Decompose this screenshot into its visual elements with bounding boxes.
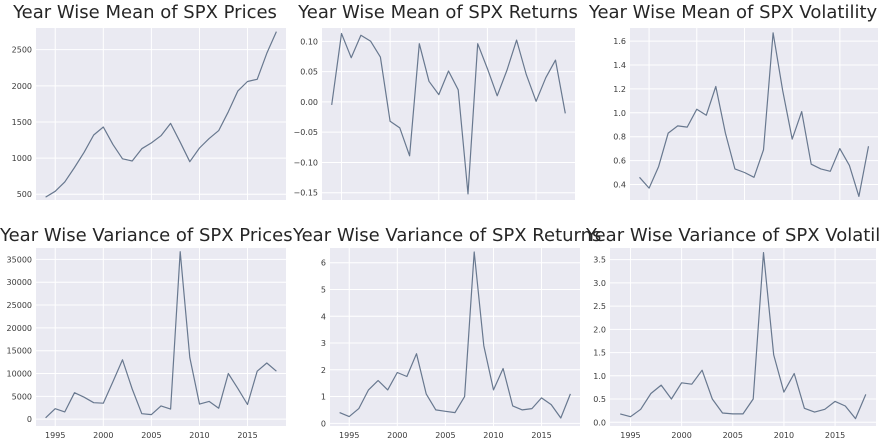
x-tick-label: 2010 (189, 431, 209, 440)
x-tick-label: 2000 (387, 431, 407, 440)
y-tick-label: 2.5 (593, 302, 606, 311)
x-tick-label: 2015 (237, 431, 257, 440)
chart-title: Year Wise Mean of SPX Volatility (588, 2, 878, 23)
y-tick-label: 35000 (7, 255, 32, 264)
y-tick-label: 0.05 (300, 68, 318, 77)
y-tick-label: 4 (321, 312, 326, 321)
chart-panel-variance-prices: Year Wise Variance of SPX Prices 0 5000 10… (0, 223, 293, 446)
y-tick-label: 3.5 (593, 256, 606, 265)
chart-title: Year Wise Mean of SPX Returns (298, 2, 578, 23)
x-tick-label: 2015 (825, 431, 845, 440)
series-line (339, 251, 571, 419)
y-tick-label: 500 (17, 190, 32, 199)
y-tick-label: 0.00 (300, 98, 318, 107)
y-tick-label: 0.8 (613, 133, 626, 142)
y-tick-label: −0.10 (293, 158, 318, 167)
y-tick-label: 1500 (12, 118, 32, 127)
y-tick-label: 15000 (7, 347, 32, 356)
y-tick-label: 2 (321, 366, 326, 375)
y-tick-label: 6 (321, 259, 326, 268)
y-tick-label: 0.0 (593, 418, 606, 427)
x-tick-label: 2005 (723, 431, 743, 440)
y-tick-label: 2.0 (593, 325, 606, 334)
chart-plot: 0.4 0.6 0.8 1.0 1.2 1.4 1.6 (613, 28, 878, 200)
chart-title: Year Wise Mean of SPX Prices (13, 2, 277, 23)
x-tick-label: 1995 (45, 431, 65, 440)
chart-panel-variance-volatility: Year Wise Variance of SPX Volatility 0.0… (586, 223, 880, 446)
series-line (639, 32, 870, 197)
y-tick-label: 0.6 (613, 157, 626, 166)
y-tick-label: 1 (321, 393, 326, 402)
chart-panel-mean-returns: Year Wise Mean of SPX Returns −0.15 −0.10… (293, 0, 583, 223)
plot-background (322, 28, 575, 200)
chart-panel-mean-volatility: Year Wise Mean of SPX Volatility 0.4 0.6 0… (586, 0, 880, 223)
y-tick-label: −0.05 (293, 128, 318, 137)
y-tick-label: 2500 (12, 46, 32, 55)
x-tick-label: 2005 (141, 431, 161, 440)
x-tick-label: 2000 (671, 431, 691, 440)
chart-title: Year Wise Variance of SPX Returns (293, 225, 602, 246)
y-tick-label: 30000 (7, 278, 32, 287)
y-tick-label: 3 (321, 339, 326, 348)
y-tick-label: 5000 (12, 392, 32, 401)
x-tick-label: 2000 (93, 431, 113, 440)
chart-plot: 500 1000 1500 2000 2500 (12, 28, 286, 200)
y-tick-label: 1.0 (593, 372, 606, 381)
y-tick-label: 10000 (7, 370, 32, 379)
x-tick-label: 2010 (483, 431, 503, 440)
x-tick-label: 2005 (435, 431, 455, 440)
chart-panel-mean-prices: Year Wise Mean of SPX Prices 500 1000 1500… (0, 0, 290, 223)
series-line (45, 31, 277, 198)
plot-background (36, 28, 286, 200)
y-tick-label: 1.6 (613, 37, 626, 46)
y-tick-label: 3.0 (593, 279, 606, 288)
chart-title: Year Wise Variance of SPX Prices (0, 225, 293, 246)
y-tick-label: 25000 (7, 301, 32, 310)
y-tick-label: 0.5 (593, 395, 606, 404)
x-tick-label: 2015 (531, 431, 551, 440)
y-tick-label: 5 (321, 285, 326, 294)
x-tick-label: 2010 (774, 431, 794, 440)
plot-background (630, 28, 878, 200)
y-tick-label: 1.4 (613, 61, 626, 70)
y-tick-label: 0 (321, 419, 326, 428)
y-tick-label: 0 (27, 415, 32, 424)
y-tick-label: 0.10 (300, 37, 318, 46)
y-tick-label: 2000 (12, 82, 32, 91)
chart-plot: −0.15 −0.10 −0.05 0.00 0.05 0.10 (293, 28, 575, 200)
y-tick-label: 20000 (7, 324, 32, 333)
y-tick-label: 1.5 (593, 349, 606, 358)
y-tick-label: 1.2 (613, 85, 626, 94)
y-tick-label: 0.4 (613, 180, 626, 189)
y-tick-label: 1000 (12, 154, 32, 163)
chart-plot: 0 5000 10000 15000 20000 25000 30000 35000 1995 2… (7, 248, 286, 440)
y-tick-label: −0.15 (293, 189, 318, 198)
series-line (45, 251, 277, 419)
chart-plot: 0 1 2 3 4 5 6 1995 2000 2005 2010 2015 (321, 248, 580, 440)
y-tick-label: 1.0 (613, 109, 626, 118)
plot-background (610, 248, 876, 426)
series-line (620, 252, 867, 420)
chart-plot: 0.0 0.5 1.0 1.5 2.0 2.5 3.0 3.5 1995 2000 2005 2010… (593, 248, 876, 440)
chart-panel-variance-returns: Year Wise Variance of SPX Returns 0 1 2 3 4 5… (293, 223, 602, 446)
x-tick-label: 1995 (620, 431, 640, 440)
chart-title: Year Wise Variance of SPX Volatility (586, 225, 880, 246)
series-line (331, 32, 566, 195)
x-tick-label: 1995 (339, 431, 359, 440)
